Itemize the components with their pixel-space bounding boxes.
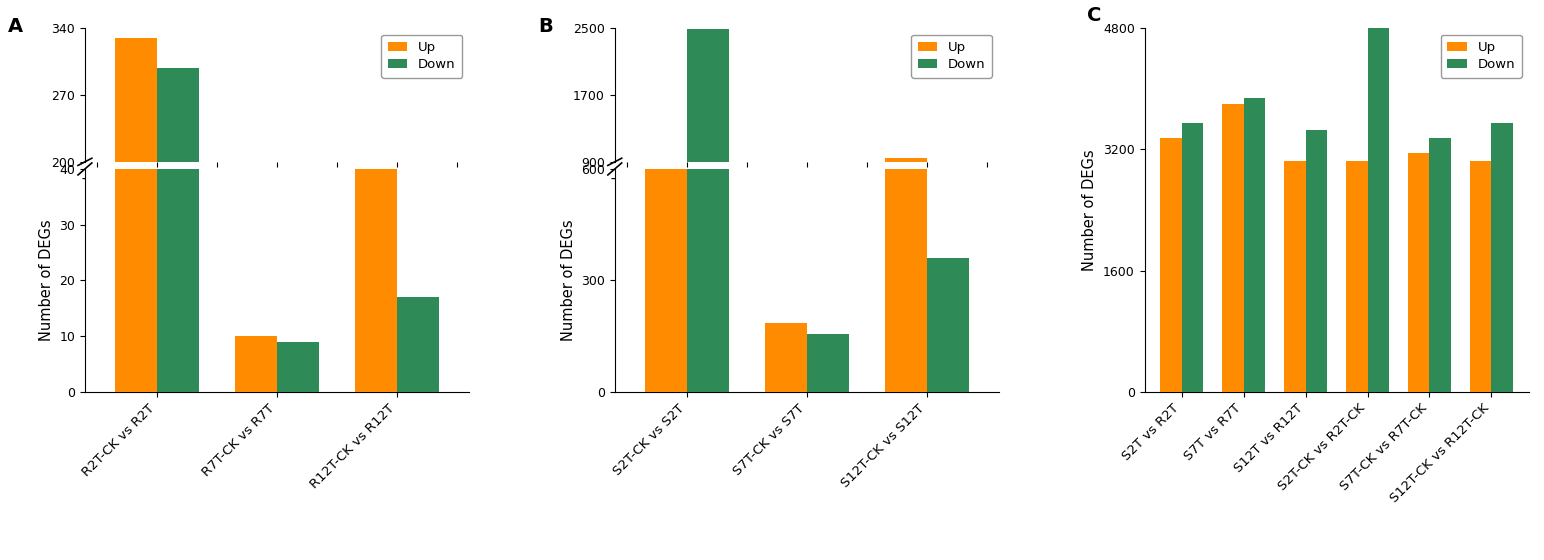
Bar xyxy=(645,139,687,392)
Y-axis label: Number of DEGs: Number of DEGs xyxy=(1082,149,1098,271)
Bar xyxy=(355,315,397,353)
Bar xyxy=(276,344,320,353)
Bar xyxy=(1244,98,1266,392)
Legend: Up, Down: Up, Down xyxy=(381,35,462,78)
Bar xyxy=(397,297,438,392)
Bar xyxy=(885,43,926,392)
Bar xyxy=(926,258,968,392)
Bar xyxy=(1285,161,1306,392)
Bar xyxy=(157,0,199,392)
Bar xyxy=(1368,28,1390,392)
Bar xyxy=(1221,104,1244,392)
Text: B: B xyxy=(537,17,553,36)
Y-axis label: Number of DEGs: Number of DEGs xyxy=(560,220,576,341)
Legend: Up, Down: Up, Down xyxy=(911,35,993,78)
Text: C: C xyxy=(1087,6,1101,25)
Bar xyxy=(1492,123,1513,392)
Bar xyxy=(1306,130,1328,392)
Bar xyxy=(114,0,157,392)
Bar xyxy=(1346,161,1368,392)
Bar xyxy=(157,68,199,353)
Bar xyxy=(764,222,808,237)
Bar xyxy=(926,207,968,237)
Legend: Up, Down: Up, Down xyxy=(1441,35,1522,78)
Bar xyxy=(687,0,729,392)
Bar xyxy=(355,169,397,392)
Bar xyxy=(764,323,808,392)
Bar xyxy=(1408,153,1430,392)
Bar xyxy=(808,224,849,237)
Bar xyxy=(1430,138,1451,392)
Bar xyxy=(885,158,926,237)
Bar xyxy=(1160,138,1181,392)
Bar xyxy=(114,38,157,353)
Bar xyxy=(808,334,849,392)
Bar xyxy=(645,180,687,237)
Bar xyxy=(397,337,438,353)
Bar xyxy=(1181,123,1203,392)
Bar xyxy=(687,29,729,237)
Bar xyxy=(1470,161,1492,392)
Bar xyxy=(235,336,276,392)
Y-axis label: Number of DEGs: Number of DEGs xyxy=(39,220,54,341)
Bar xyxy=(235,343,276,353)
Text: A: A xyxy=(8,17,23,36)
Bar xyxy=(276,342,320,392)
